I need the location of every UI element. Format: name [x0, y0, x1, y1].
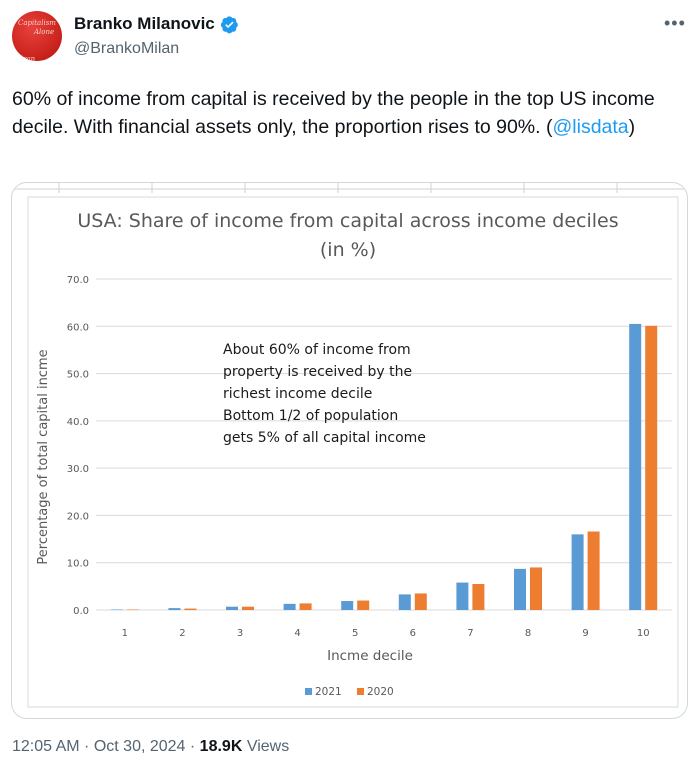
y-tick-label: 60.0 — [67, 322, 89, 333]
legend-swatch-2021 — [305, 688, 312, 695]
legend-label: 2021 — [315, 686, 342, 698]
tweet-footer: 12:05 AM · Oct 30, 2024 · 18.9K Views — [12, 738, 289, 756]
bar-2021-decile-6 — [398, 594, 411, 610]
tweet-body: 60% of income from capital is received b… — [12, 88, 655, 138]
x-tick-label: 1 — [122, 628, 128, 639]
y-tick-label: 0.0 — [73, 606, 89, 617]
chart-x-ticks: 1 2 3 4 5 6 7 8 9 10 — [122, 628, 650, 639]
y-tick-label: 40.0 — [67, 417, 89, 428]
bar-2021-decile-3 — [226, 606, 238, 610]
author-name-row: Branko Milanovic — [74, 14, 239, 34]
y-tick-label: 20.0 — [67, 511, 89, 522]
views-count: 18.9K — [199, 738, 243, 755]
x-tick-label: 4 — [294, 628, 300, 639]
bar-2021-decile-1 — [110, 609, 123, 611]
x-tick-label: 7 — [467, 628, 473, 639]
bar-2020-decile-10 — [645, 325, 658, 610]
x-tick-label: 8 — [525, 628, 531, 639]
chart-legend: 2021 2020 — [305, 686, 394, 698]
bar-2021-decile-7 — [456, 582, 469, 610]
x-tick-label: 5 — [352, 628, 358, 639]
bar-2020-decile-1 — [126, 609, 139, 611]
author-name[interactable]: Branko Milanovic — [74, 14, 215, 33]
bar-2020-decile-5 — [357, 600, 370, 610]
more-icon[interactable]: ••• — [664, 13, 686, 33]
x-tick-label: 9 — [582, 628, 588, 639]
chart-bars — [110, 323, 658, 611]
footer-separator: · — [185, 738, 200, 755]
bar-2020-decile-3 — [242, 606, 254, 610]
y-tick-label: 70.0 — [67, 275, 89, 286]
author-handle[interactable]: @BrankoMilan — [74, 40, 180, 57]
bar-2021-decile-2 — [168, 608, 181, 610]
avatar-text: Capitalism Alone Bran — [18, 19, 56, 61]
chart-image[interactable]: USA: Share of income from capital across… — [11, 182, 688, 719]
bar-2021-decile-9 — [571, 534, 584, 610]
bar-2021-decile-5 — [341, 601, 354, 610]
mention-link[interactable]: @lisdata — [552, 116, 629, 138]
annotation-line: gets 5% of all capital income — [223, 430, 426, 446]
bar-2020-decile-4 — [299, 603, 312, 610]
views-label: Views — [242, 738, 290, 755]
footer-separator: · — [79, 738, 94, 755]
tweet-date[interactable]: Oct 30, 2024 — [93, 738, 186, 755]
verified-badge-icon — [220, 15, 238, 33]
chart-top-strip — [12, 183, 687, 193]
chart-x-axis-label: Incme decile — [327, 648, 413, 664]
x-tick-label: 6 — [410, 628, 416, 639]
chart-y-ticks: 0.0 10.0 20.0 30.0 40.0 50.0 60.0 70.0 — [67, 275, 89, 617]
bar-2020-decile-7 — [472, 583, 485, 610]
x-tick-label: 3 — [237, 628, 243, 639]
chart-y-axis-label: Percentage of total capital incme — [36, 349, 51, 564]
legend-swatch-2020 — [357, 688, 364, 695]
avatar[interactable]: Capitalism Alone Bran — [12, 11, 62, 61]
bar-chart: USA: Share of income from capital across… — [12, 183, 687, 708]
bar-2021-decile-4 — [283, 603, 296, 610]
bar-2021-decile-10 — [629, 323, 642, 610]
chart-annotation: About 60% of income from property is rece… — [223, 342, 426, 446]
bar-2020-decile-9 — [587, 531, 600, 610]
tweet-text: 60% of income from capital is received b… — [12, 85, 682, 141]
y-tick-label: 10.0 — [67, 559, 89, 570]
annotation-line: richest income decile — [223, 386, 372, 402]
annotation-line: Bottom 1/2 of population — [223, 408, 398, 424]
annotation-line: About 60% of income from — [223, 342, 411, 358]
tweet-time[interactable]: 12:05 AM — [12, 738, 80, 755]
bar-2020-decile-6 — [414, 593, 427, 610]
bar-2020-decile-8 — [530, 567, 542, 610]
annotation-line: property is received by the — [223, 364, 412, 380]
bar-2020-decile-2 — [184, 608, 197, 610]
chart-title: USA: Share of income from capital across… — [77, 210, 618, 232]
x-tick-label: 10 — [637, 628, 650, 639]
bar-2021-decile-8 — [514, 568, 526, 610]
y-tick-label: 50.0 — [67, 370, 89, 381]
x-tick-label: 2 — [179, 628, 185, 639]
legend-label: 2020 — [367, 686, 394, 698]
y-tick-label: 30.0 — [67, 464, 89, 475]
chart-subtitle: (in %) — [320, 239, 376, 261]
chart-frame — [27, 196, 679, 708]
tweet-body-end: ) — [628, 116, 636, 138]
